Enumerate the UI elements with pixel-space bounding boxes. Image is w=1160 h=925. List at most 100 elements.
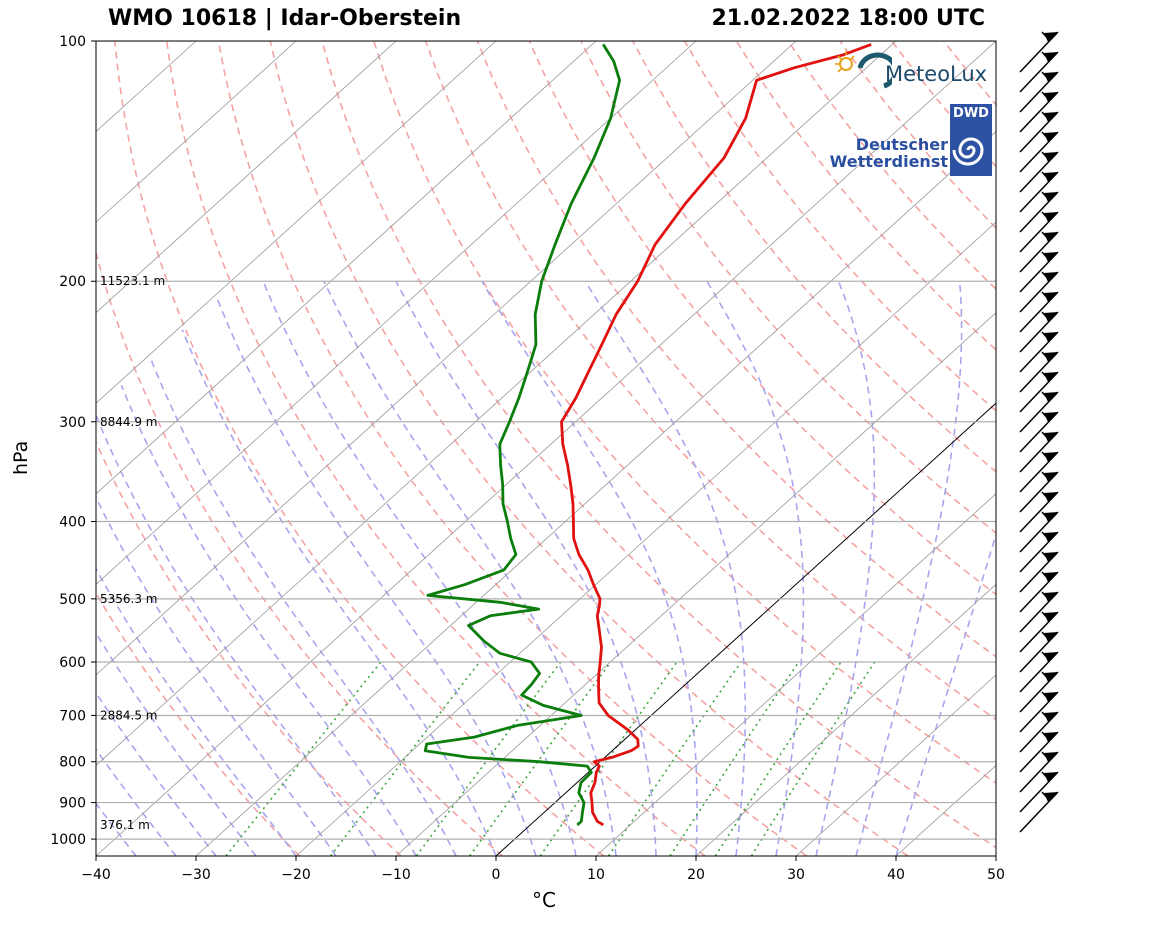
- dry-adiabat: [373, 41, 996, 784]
- moist-adiabat: [96, 747, 177, 856]
- wind-barb-pennant: [1044, 332, 1058, 342]
- dry-adiabat: [96, 250, 503, 856]
- isotherm: [695, 583, 996, 856]
- wind-barb-pennant: [1044, 352, 1058, 362]
- wind-barb-staff: [1019, 551, 1059, 593]
- wind-barb: [1019, 731, 1059, 773]
- wind-barb-feather: [1041, 551, 1051, 562]
- dry-adiabat: [683, 41, 996, 412]
- dry-adiabat: [96, 591, 301, 856]
- wind-barb-feather: [1041, 471, 1051, 482]
- dwd-emblem-label: DWD: [953, 106, 989, 121]
- isotherm: [96, 41, 897, 766]
- wind-barb-staff: [1019, 691, 1059, 733]
- height-label: 376.1 m: [100, 818, 150, 832]
- wind-barb: [1019, 491, 1059, 533]
- wind-barb-feather: [1041, 671, 1051, 682]
- wind-barb-pennant: [1044, 32, 1058, 42]
- wind-barb-pennant: [1044, 72, 1058, 82]
- wind-barb: [1019, 691, 1059, 733]
- wind-barb-staff: [1019, 771, 1059, 813]
- dry-adiabat: [217, 41, 808, 856]
- moist-adiabat: [481, 280, 698, 856]
- wind-barb-pennant: [1044, 232, 1058, 242]
- wind-barb-feather: [1041, 611, 1051, 622]
- wind-barb: [1019, 231, 1059, 273]
- x-tick-label: −10: [381, 867, 411, 883]
- wind-barb-staff: [1019, 251, 1059, 293]
- x-tick-label: 30: [787, 867, 805, 883]
- wind-barb: [1019, 431, 1059, 473]
- y-tick-label: 200: [59, 274, 86, 290]
- wind-barb-staff: [1019, 391, 1059, 433]
- dry-adiabat: [96, 440, 402, 856]
- isotherm: [96, 41, 697, 585]
- dry-adiabat: [424, 41, 996, 721]
- wind-barb-staff: [1019, 131, 1059, 173]
- y-tick-label: 900: [59, 796, 86, 812]
- wind-barb-pennant: [1044, 472, 1058, 482]
- wind-barb-staff: [1019, 191, 1059, 233]
- wind-barb-feather: [1041, 751, 1051, 762]
- isotherm: [96, 41, 297, 223]
- wind-barb-feather: [1041, 191, 1051, 202]
- wind-barb-staff: [1019, 531, 1059, 573]
- wind-barb-feather: [1041, 351, 1051, 362]
- isotherm: [96, 41, 197, 133]
- wind-barb-staff: [1019, 331, 1059, 373]
- wind-barb-pennant: [1044, 792, 1058, 802]
- wind-barb: [1019, 451, 1059, 493]
- moist-adiabat: [262, 280, 577, 856]
- wind-barb-staff: [1019, 491, 1059, 533]
- wind-barb-pennant: [1044, 572, 1058, 582]
- dry-adiabat: [994, 41, 996, 44]
- mixing-ratio-line: [329, 661, 481, 856]
- wind-barb-pennant: [1044, 712, 1058, 722]
- wind-barb: [1019, 671, 1059, 713]
- wind-barb-pennant: [1044, 272, 1058, 282]
- wind-barb-staff: [1019, 451, 1059, 493]
- wind-barb: [1019, 111, 1059, 153]
- wind-barb: [1019, 651, 1059, 693]
- wind-barb-staff: [1019, 791, 1059, 833]
- wind-barb-staff: [1019, 231, 1059, 273]
- wind-barb-pennant: [1044, 312, 1058, 322]
- wind-barb-staff: [1019, 371, 1059, 413]
- isotherm: [96, 41, 996, 856]
- wind-barb-staff: [1019, 111, 1059, 153]
- wind-barb: [1019, 751, 1059, 793]
- x-tick-label: 40: [887, 867, 905, 883]
- wind-barb-staff: [1019, 291, 1059, 333]
- wind-barb-feather: [1041, 731, 1051, 742]
- wind-barb: [1019, 551, 1059, 593]
- wind-barb-feather: [1041, 371, 1051, 382]
- moist-adiabat: [216, 297, 537, 856]
- wind-barb-feather: [1041, 131, 1051, 142]
- wind-barb-staff: [1019, 471, 1059, 513]
- wind-barb-pennant: [1044, 452, 1058, 462]
- wind-barb-staff: [1019, 71, 1059, 113]
- wind-barb-staff: [1019, 411, 1059, 453]
- wind-barb-staff: [1019, 171, 1059, 213]
- wind-barb-feather: [1041, 531, 1051, 542]
- wind-barb-pennant: [1044, 112, 1058, 122]
- dry-adiabat: [165, 41, 706, 856]
- mixing-ratio-line: [607, 661, 742, 856]
- wind-barb-feather: [1041, 631, 1051, 642]
- wind-barb: [1019, 351, 1059, 393]
- wind-barb-feather: [1041, 491, 1051, 502]
- wind-barb-feather: [1041, 411, 1051, 422]
- isotherm: [795, 674, 996, 856]
- mixing-ratio-line: [469, 661, 612, 856]
- dwd-logo: Deutscher Wetterdienst DWD: [830, 104, 996, 180]
- wind-barb-pennant: [1044, 532, 1058, 542]
- isotherm: [995, 855, 996, 856]
- wind-barb-feather: [1041, 391, 1051, 402]
- wind-barb-feather: [1041, 291, 1051, 302]
- mixing-ratio-line: [750, 661, 876, 856]
- y-tick-label: 300: [59, 415, 86, 431]
- meteolux-logo-text: MeteoLux: [885, 62, 988, 86]
- y-tick-label: 700: [59, 708, 86, 724]
- wind-barb-staff: [1019, 631, 1059, 673]
